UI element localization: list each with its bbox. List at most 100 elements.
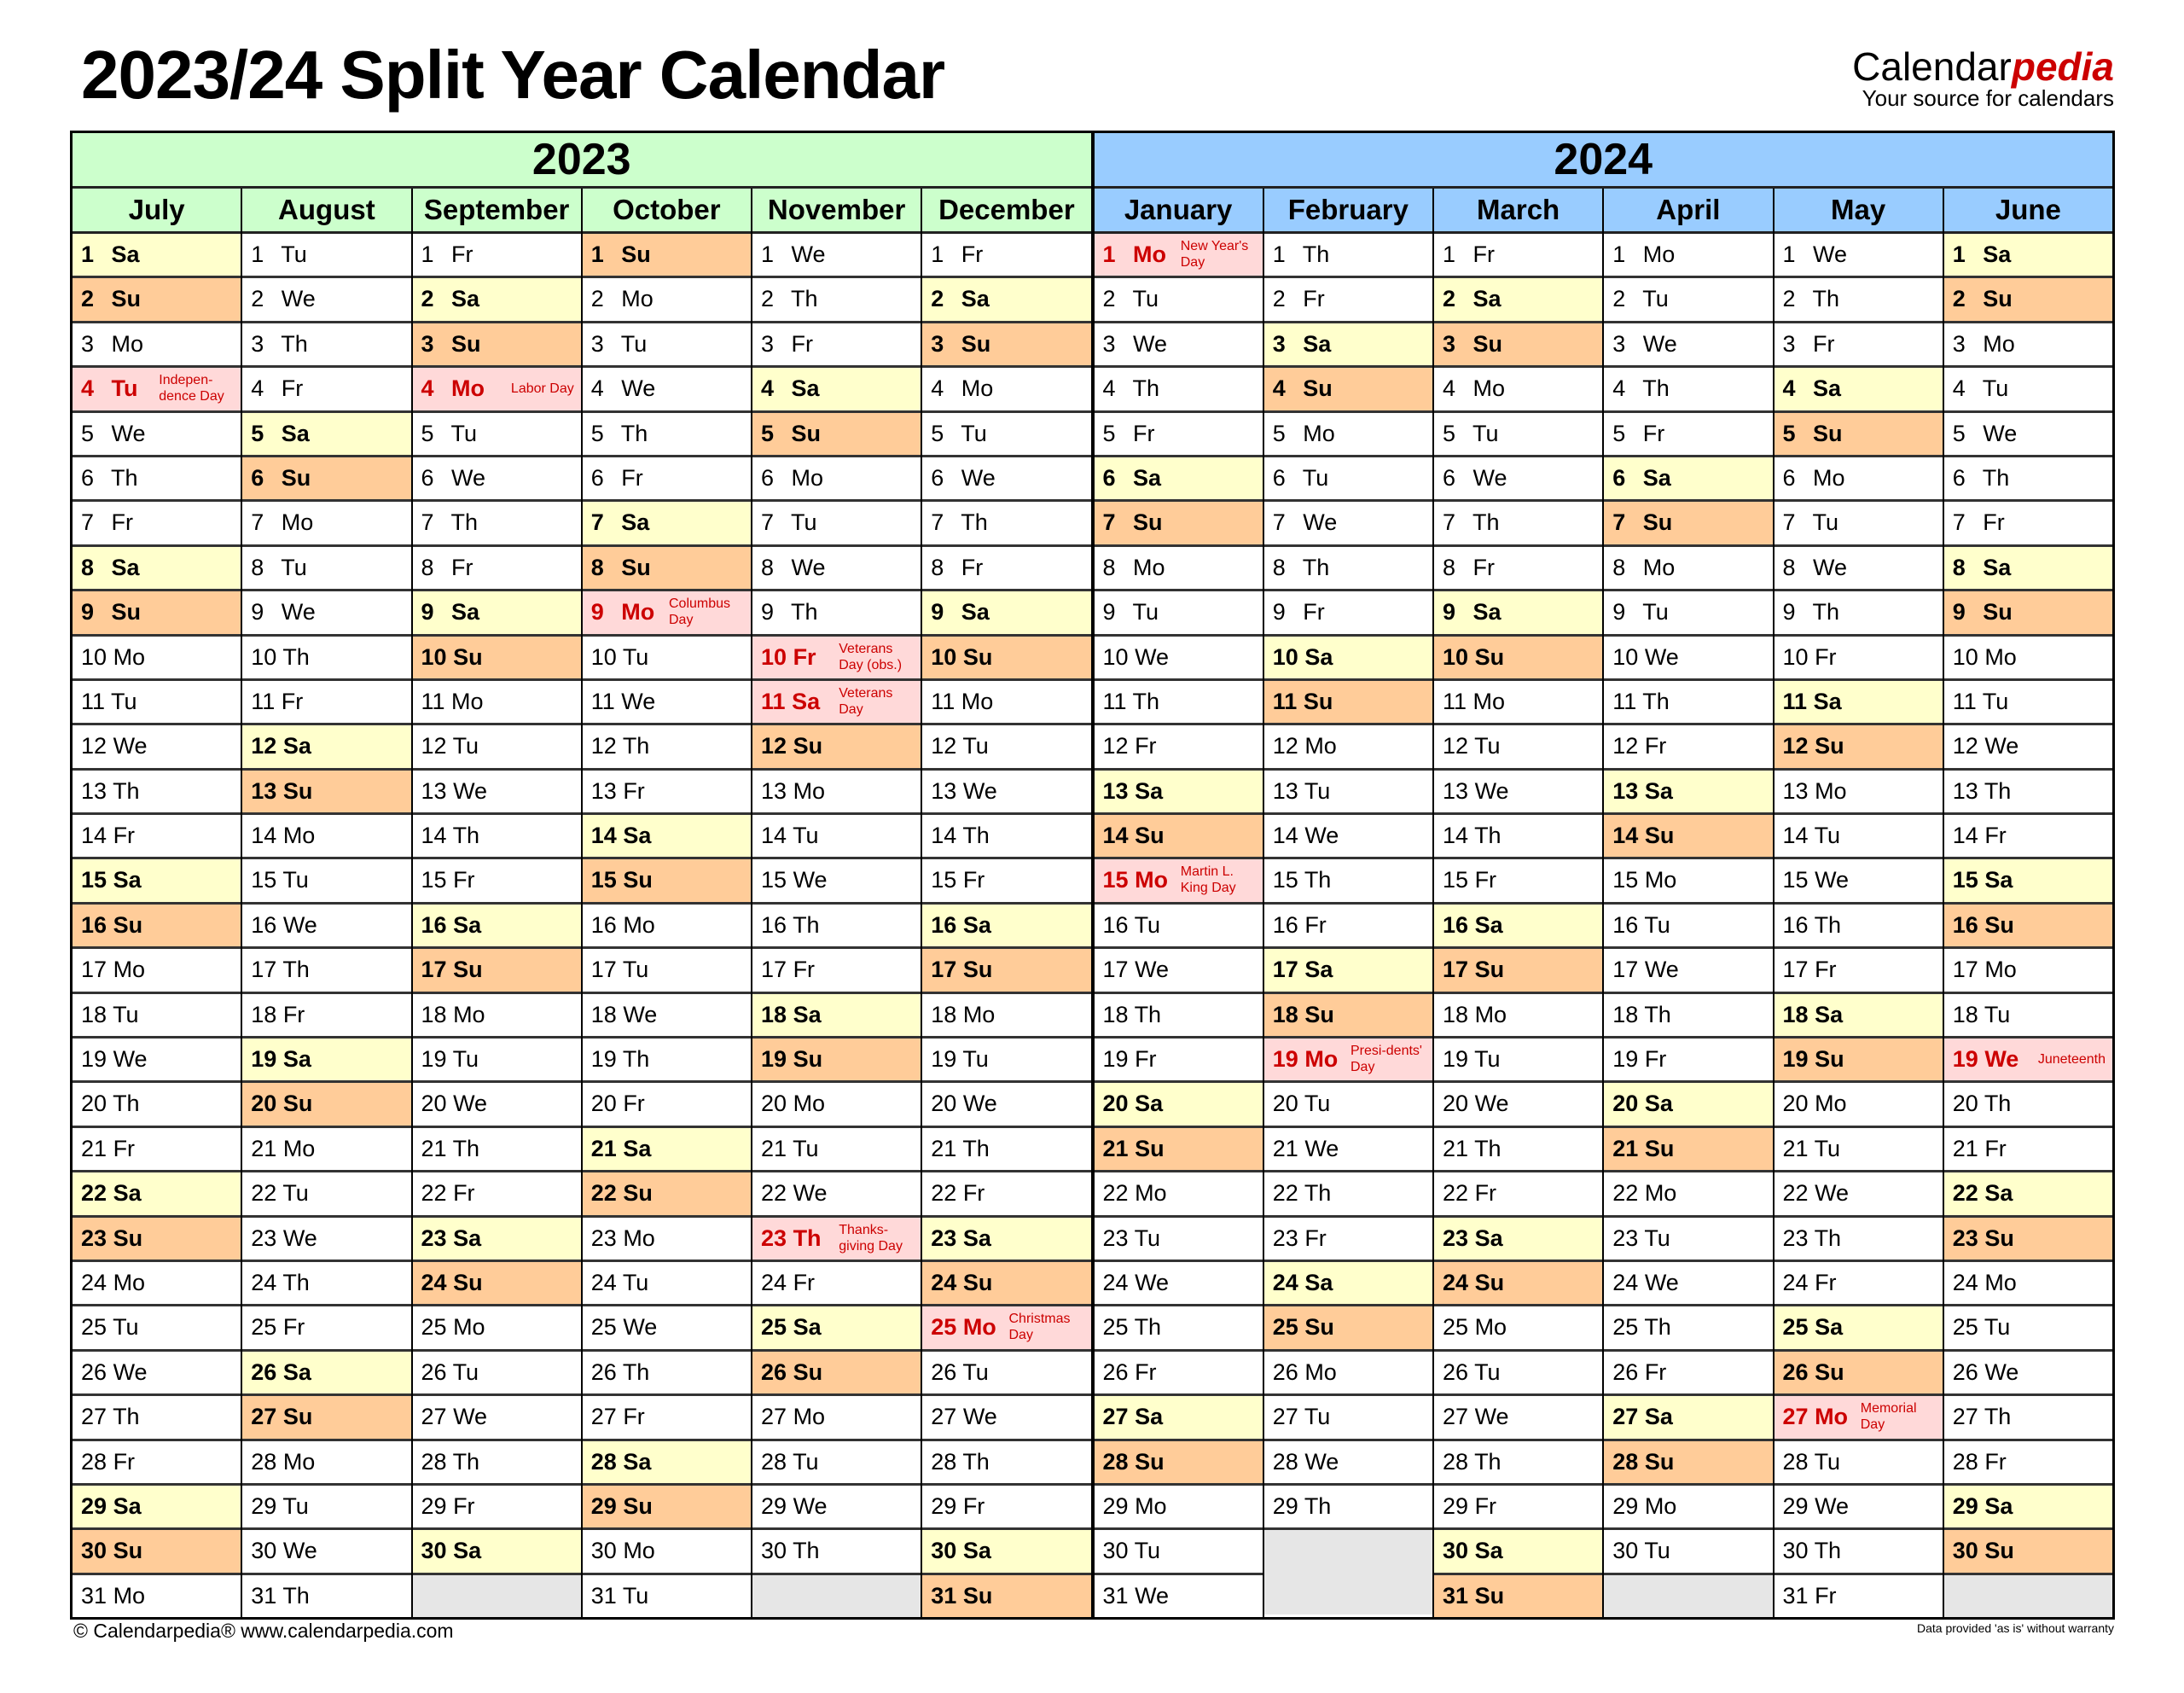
day-cell: 4 We	[582, 368, 751, 413]
weekday: Fr	[1644, 1358, 1667, 1385]
calendarpedia-logo[interactable]: Calendarpedia Your source for calendars	[1852, 46, 2114, 109]
day-number: 12	[761, 733, 787, 759]
day-number: 21	[761, 1135, 787, 1161]
weekday: Su	[623, 867, 653, 893]
day-cell: 26 We	[73, 1352, 241, 1397]
day-number: 16	[251, 911, 277, 938]
weekday: Sa	[962, 1225, 991, 1251]
day-cell: 24 Su	[1434, 1261, 1603, 1307]
day-cell: 26 Th	[582, 1352, 751, 1397]
day-number: 31	[81, 1582, 107, 1609]
day-cell: 12 Sa	[242, 725, 411, 771]
weekday: Tu	[282, 1492, 309, 1519]
day-cell: 6 Th	[73, 457, 241, 503]
weekday: Mo	[1474, 1314, 1507, 1341]
day-number: 22	[81, 1180, 107, 1207]
day-cell: 2 Tu	[1094, 278, 1263, 323]
weekday: We	[1815, 1492, 1850, 1519]
day-cell: 20 Th	[73, 1083, 241, 1128]
day-cell: 20 Th	[1943, 1083, 2112, 1128]
day-number: 24	[1952, 1269, 1978, 1295]
weekday: Sa	[1983, 241, 2012, 267]
day-cell: 7 Tu	[752, 502, 921, 547]
day-number: 17	[931, 957, 957, 983]
day-number: 7	[1952, 509, 1966, 536]
day-cell: 28 Sa	[582, 1440, 751, 1486]
day-number: 1	[931, 241, 944, 267]
day-cell: 18 Tu	[1943, 994, 2112, 1039]
day-cell: 4 Mo	[922, 368, 1091, 413]
day-cell: 3 Sa	[1263, 323, 1432, 369]
day-number: 14	[1443, 823, 1469, 849]
day-cell: 8 Mo	[1094, 547, 1263, 592]
day-cell: 19 Fr	[1094, 1038, 1263, 1084]
day-cell: 29 Mo	[1604, 1486, 1773, 1531]
day-number: 6	[251, 464, 264, 491]
day-number: 7	[590, 509, 604, 536]
weekday: Mo	[621, 286, 653, 312]
day-cell: 11 We	[582, 681, 751, 726]
day-number: 14	[590, 823, 617, 849]
day-cell: 9 Tu	[1604, 591, 1773, 637]
weekday: Mo	[282, 1135, 316, 1161]
day-cell: 21 Tu	[752, 1128, 921, 1173]
day-number: 23	[1952, 1225, 1978, 1251]
weekday: Sa	[623, 1135, 652, 1161]
day-number: 1	[761, 241, 775, 267]
day-cell: 25 Tu	[73, 1306, 241, 1352]
day-cell: 27 Th	[1943, 1396, 2112, 1441]
weekday: Tu	[1982, 688, 2009, 714]
weekday: Sa	[961, 286, 990, 312]
weekday: Th	[622, 1046, 650, 1073]
weekday: We	[1813, 554, 1848, 580]
day-cell: 25 We	[582, 1306, 751, 1352]
day-cell: 7 Mo	[242, 502, 411, 547]
day-number: 30	[1612, 1538, 1639, 1564]
day-number: 10	[1782, 643, 1809, 670]
weekday: Fr	[793, 643, 816, 670]
day-cell: 1 Fr	[412, 234, 581, 279]
day-number: 27	[761, 1404, 787, 1430]
day-cell: 5 We	[73, 413, 241, 457]
day-number: 22	[931, 1180, 957, 1207]
holiday-label: Martin L. King Day	[1180, 864, 1236, 896]
day-cell: 22 Fr	[412, 1172, 581, 1218]
day-cell: 5 Mo	[1263, 413, 1432, 457]
day-number: 23	[761, 1225, 787, 1251]
weekday: Fr	[1474, 867, 1497, 893]
day-number: 20	[1102, 1091, 1129, 1117]
day-cell: 8 We	[1774, 547, 1943, 592]
weekday: We	[1135, 957, 1170, 983]
day-cell: 20 We	[1434, 1083, 1603, 1128]
year-header: 2023	[73, 133, 1091, 189]
empty-cell	[412, 1574, 581, 1618]
day-number: 29	[931, 1492, 957, 1519]
day-number: 17	[761, 957, 787, 983]
weekday: Su	[1984, 1538, 2014, 1564]
day-cell: 27 We	[922, 1396, 1091, 1441]
day-number: 11	[590, 688, 615, 714]
day-cell: 8 Fr	[922, 547, 1091, 592]
day-cell: 1 Mo	[1604, 234, 1773, 279]
weekday: Sa	[791, 375, 820, 402]
day-cell: 26 Tu	[412, 1352, 581, 1397]
weekday: Fr	[961, 241, 984, 267]
weekday: Sa	[111, 554, 140, 580]
weekday: Th	[452, 823, 480, 849]
day-cell: 26 Su	[752, 1351, 921, 1397]
day-number: 3	[421, 330, 434, 357]
day-number: 6	[1102, 464, 1116, 491]
weekday: Fr	[1135, 1046, 1157, 1073]
day-cell: 17 Th	[242, 949, 411, 994]
weekday: Mo	[1983, 330, 2015, 357]
day-number: 8	[421, 554, 434, 580]
day-cell: 1 Tu	[242, 234, 411, 279]
day-number: 23	[1102, 1225, 1129, 1251]
weekday: Fr	[1135, 1358, 1157, 1385]
day-cell: 18 Mo	[922, 994, 1091, 1039]
day-cell: 5 Th	[582, 413, 751, 457]
weekday: Fr	[1472, 554, 1495, 580]
weekday: Su	[793, 1358, 823, 1385]
weekday: Su	[1813, 420, 1843, 446]
day-cell: 30 Su	[73, 1530, 241, 1575]
